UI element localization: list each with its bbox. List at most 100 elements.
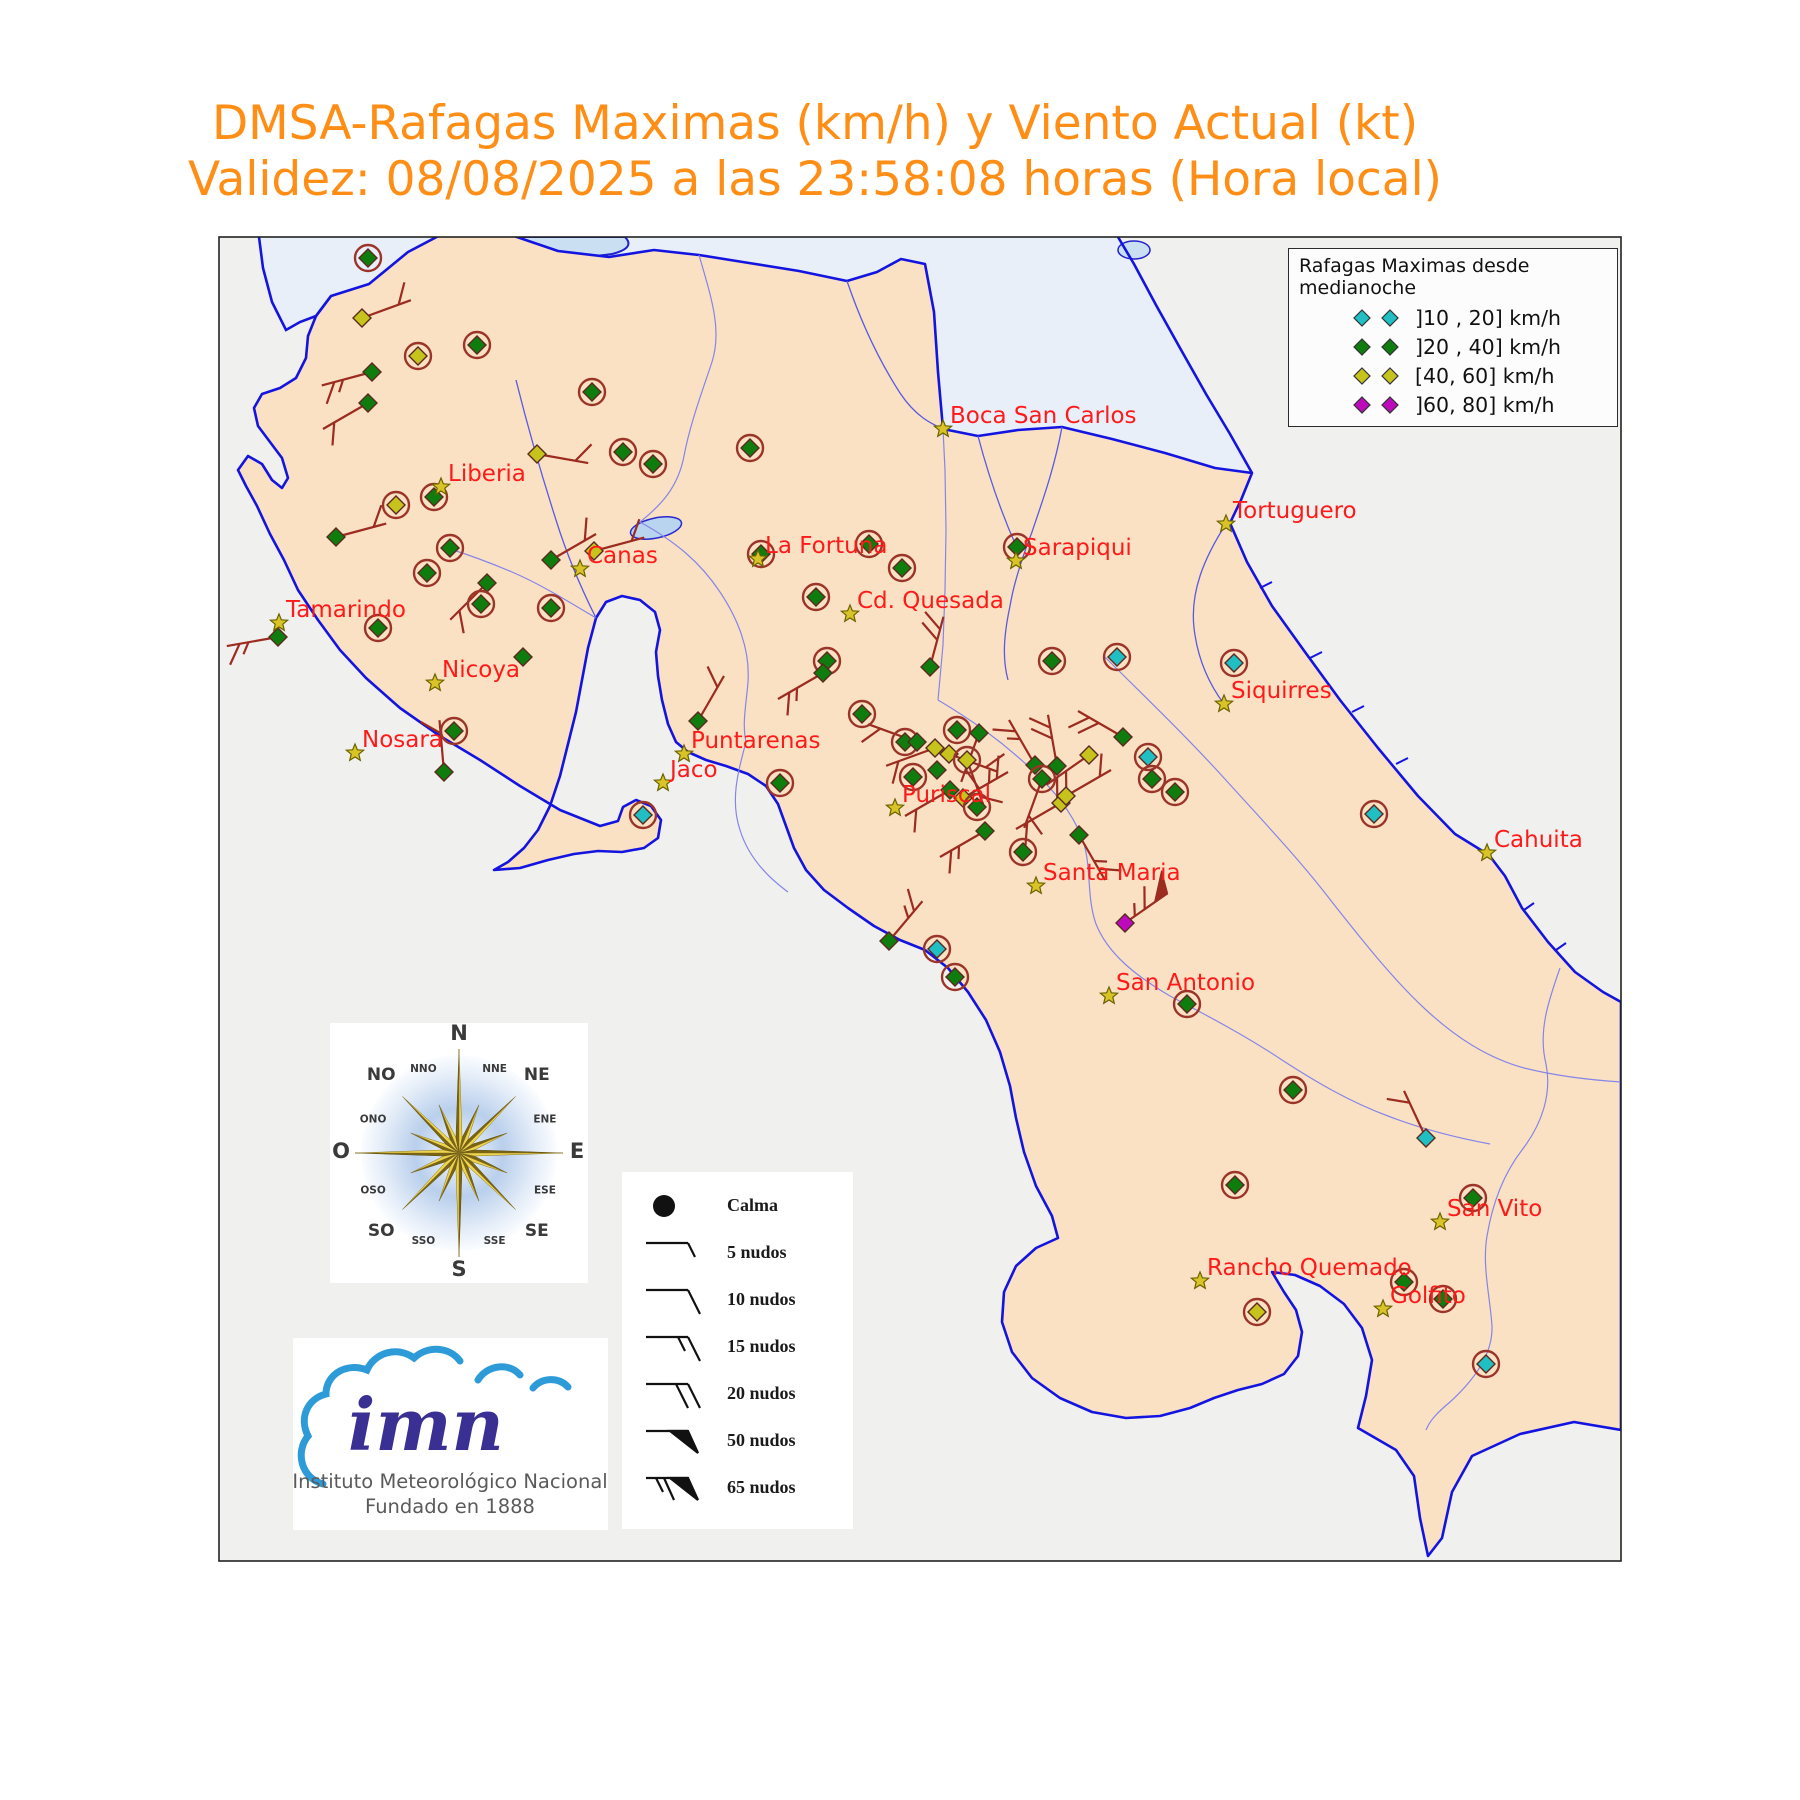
city-star-icon	[884, 797, 906, 817]
wind-speed-legend-item: 15 nudos	[622, 1323, 853, 1370]
city-label: Cahuita	[1494, 827, 1583, 853]
wind-speed-legend: Calma 5 nudos 10 nudos 15 nudos 20 nudos 50 n…	[622, 1172, 853, 1529]
city-star-icon	[344, 742, 366, 762]
station-dot-green	[903, 767, 923, 787]
wind-barb-icon	[921, 611, 945, 668]
station-ring	[962, 792, 992, 822]
station-dot-green	[740, 438, 760, 458]
station-dot-cyan	[1364, 804, 1384, 824]
city-marker: Rancho Quemado	[1189, 1255, 1412, 1290]
gust-legend: Rafagas Maximas desde medianoche ]10 , 2…	[1288, 248, 1618, 427]
city-label-layer: Liberia Canas Tamarindo Nicoya Nosara Puntare…	[268, 403, 1583, 1318]
wind-speed-label: 5 nudos	[727, 1242, 787, 1262]
wind-speed-label: 10 nudos	[727, 1289, 796, 1309]
gust-legend-rows: ]10 , 20] km/h]20 , 40] km/h [40, 60] km/…	[1297, 303, 1611, 419]
legend-dot	[1353, 308, 1371, 327]
station-dot-green	[358, 393, 378, 413]
station-dot-green	[813, 663, 833, 683]
wind-barb-icon	[593, 518, 645, 553]
station-marker	[1416, 1128, 1436, 1148]
page-title: DMSA-Rafagas Maximas (km/h) y Viento Act…	[0, 96, 1630, 208]
city-marker: Cahuita	[1476, 827, 1583, 862]
wind-barb-symbol	[622, 1280, 727, 1320]
wind-barb-icon	[335, 504, 387, 539]
station-marker	[907, 732, 927, 752]
city-star-icon	[268, 612, 290, 632]
wind-speed-legend-item: 65 nudos	[622, 1464, 853, 1511]
imn-logo-image: imn Instituto Meteorológico Nacional Fun…	[293, 1345, 608, 1518]
station-dot-green	[541, 550, 561, 570]
station-marker	[1220, 1170, 1250, 1200]
compass-label: NO	[367, 1065, 396, 1085]
station-marker	[801, 582, 831, 612]
station-marker	[765, 768, 795, 798]
station-marker	[439, 716, 469, 746]
station-dot-cyan	[927, 939, 947, 959]
station-ring	[435, 533, 465, 563]
station-marker	[608, 437, 638, 467]
station-dot-green	[1032, 769, 1052, 789]
station-marker	[527, 444, 547, 464]
legend-marker-pair	[1353, 395, 1399, 414]
station-marker	[403, 341, 433, 371]
station-dot-cyan	[1416, 1128, 1436, 1148]
station-ring	[363, 613, 393, 643]
station-marker	[1458, 1183, 1488, 1213]
wind-barb-icon	[550, 517, 597, 561]
compass-star	[354, 1048, 564, 1258]
logo-name: Instituto Meteorológico Nacional	[293, 1470, 608, 1493]
station-dot-yellow	[1079, 745, 1099, 765]
station-dot-cyan	[633, 805, 653, 825]
legend-item-label: ]20 , 40] km/h	[1415, 334, 1561, 359]
city-label: Tortuguero	[1232, 498, 1357, 524]
city-marker: Cd. Quesada	[839, 588, 1004, 623]
station-ring	[577, 377, 607, 407]
city-marker: Tamarindo	[268, 597, 406, 632]
city-star-icon	[1429, 1211, 1451, 1231]
wind-barb-icon	[697, 665, 725, 722]
city-label: Puntarenas	[691, 728, 821, 754]
station-marker	[541, 550, 561, 570]
legend-item: ]20 , 40] km/h	[1297, 332, 1611, 361]
station-marker	[1471, 1349, 1501, 1379]
legend-item: [40, 60] km/h	[1297, 361, 1611, 390]
station-marker	[1428, 1284, 1458, 1314]
station-dot-green	[434, 762, 454, 782]
station-ring	[1359, 799, 1389, 829]
city-label: San Vito	[1447, 1196, 1542, 1222]
city-star-icon	[1025, 875, 1047, 895]
city-marker: Puntarenas	[673, 728, 821, 763]
station-ring	[942, 715, 972, 745]
station-marker	[268, 627, 288, 647]
station-marker	[1137, 764, 1167, 794]
legend-item: ]60, 80] km/h	[1297, 390, 1611, 419]
station-dot-green	[859, 534, 879, 554]
imn-logo: imn Instituto Meteorológico Nacional Fun…	[293, 1338, 608, 1530]
city-star-icon	[1215, 513, 1237, 533]
city-marker: Jaco	[652, 757, 718, 792]
city-star-icon	[747, 548, 769, 568]
station-marker	[735, 433, 765, 463]
station-dot-green	[1013, 842, 1033, 862]
city-label: Liberia	[448, 461, 526, 487]
station-dot-cyan	[1224, 653, 1244, 673]
station-dot-green	[358, 248, 378, 268]
legend-marker-pair	[1353, 308, 1399, 327]
station-marker	[925, 738, 945, 758]
wind-barb-icon	[361, 282, 412, 320]
station-marker	[435, 533, 465, 563]
city-marker: Golfito	[1372, 1283, 1466, 1318]
logo-founded: Fundado en 1888	[365, 1495, 535, 1518]
wind-barb-icon	[322, 402, 369, 446]
wind-speed-label: 65 nudos	[727, 1477, 796, 1497]
station-dot-green	[1047, 756, 1067, 776]
compass-label: NE	[524, 1065, 550, 1085]
map-frame	[218, 236, 1622, 1562]
wind-speed-legend-item: 5 nudos	[622, 1229, 853, 1276]
station-ring	[1219, 648, 1249, 678]
city-star-icon	[1189, 1270, 1211, 1290]
legend-dot	[1353, 395, 1371, 414]
station-ring	[1160, 777, 1190, 807]
station-marker	[920, 657, 940, 677]
